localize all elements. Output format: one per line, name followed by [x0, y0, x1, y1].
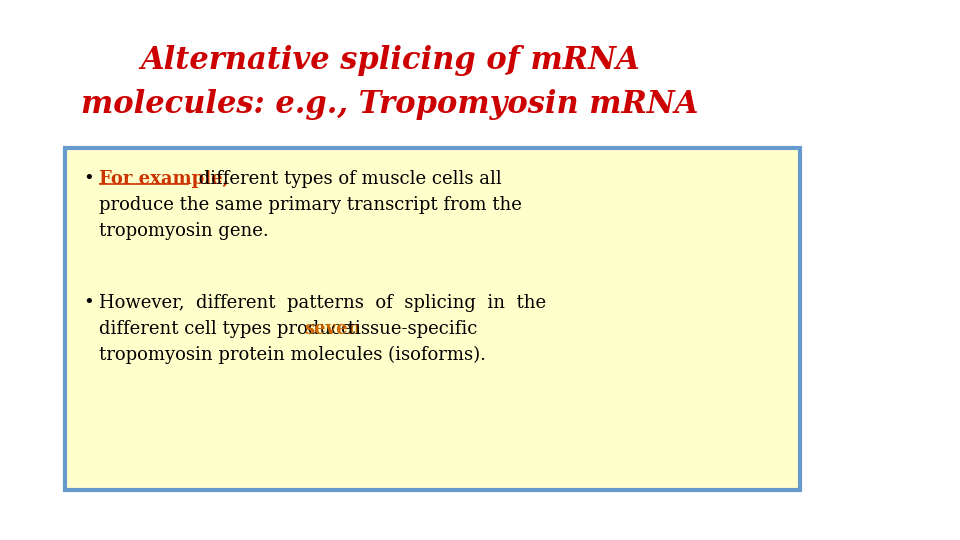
- Text: tissue-specific: tissue-specific: [342, 320, 477, 338]
- Text: Alternative splicing of mRNA: Alternative splicing of mRNA: [140, 44, 639, 76]
- Text: •: •: [83, 170, 94, 188]
- Text: •: •: [83, 294, 94, 312]
- Text: seven: seven: [304, 320, 361, 338]
- Text: tropomyosin protein molecules (isoforms).: tropomyosin protein molecules (isoforms)…: [99, 346, 486, 364]
- Text: tropomyosin gene.: tropomyosin gene.: [99, 222, 269, 240]
- FancyBboxPatch shape: [65, 148, 800, 490]
- Text: For example,: For example,: [99, 170, 228, 188]
- Text: molecules: e.g., Tropomyosin mRNA: molecules: e.g., Tropomyosin mRNA: [82, 90, 699, 120]
- Text: different cell types produce: different cell types produce: [99, 320, 357, 338]
- Text: produce the same primary transcript from the: produce the same primary transcript from…: [99, 196, 522, 214]
- Text: However,  different  patterns  of  splicing  in  the: However, different patterns of splicing …: [99, 294, 546, 312]
- Text: different types of muscle cells all: different types of muscle cells all: [193, 170, 502, 188]
